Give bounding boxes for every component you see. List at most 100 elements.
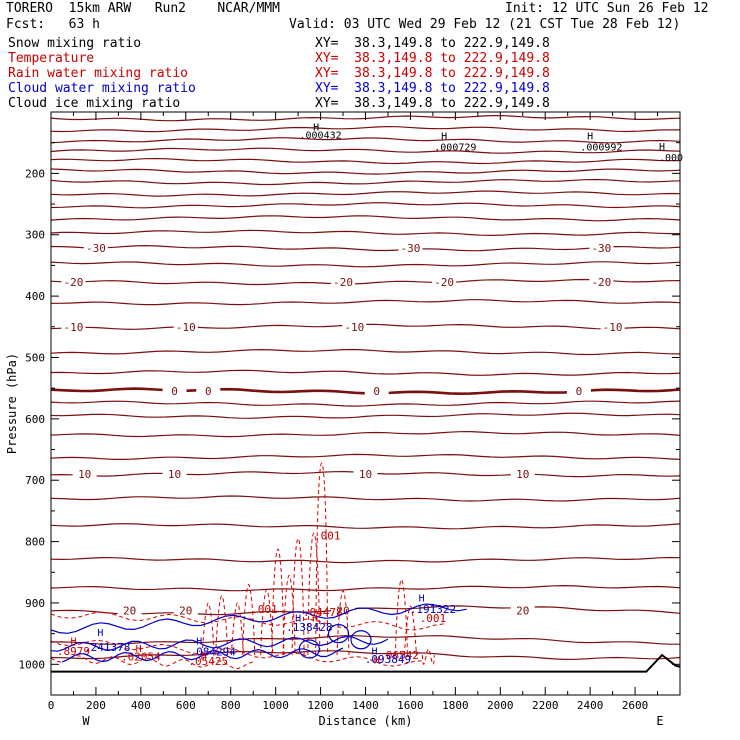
- rain-contour: [230, 602, 244, 656]
- y-tick-label: 900: [25, 597, 45, 610]
- temperature-line: [50, 412, 681, 419]
- temperature-label: -30: [86, 242, 106, 255]
- xy-rain: XY= 38.3,149.8 to 222.9,149.8: [315, 66, 550, 81]
- cloud-water-cell: [350, 630, 372, 650]
- temperature-label: -10: [176, 321, 196, 334]
- temperature-label: 20: [516, 604, 529, 617]
- rain-label: .001: [420, 612, 447, 625]
- y-tick-label: 200: [25, 167, 45, 180]
- temperature-label-bg: [72, 468, 97, 481]
- x-tick-label: 2600: [622, 699, 649, 712]
- temperature-line: [50, 635, 680, 645]
- x-tick-label: 0: [48, 699, 55, 712]
- temperature-line: [50, 137, 681, 144]
- temperature-line: [50, 215, 681, 222]
- x-tick-label: 2400: [577, 699, 604, 712]
- rain-contour: [50, 611, 445, 631]
- temperature-label: -20: [333, 276, 353, 289]
- rain-contour: [260, 588, 274, 656]
- h-marker: H: [313, 122, 319, 133]
- temperature-label: 10: [359, 468, 372, 481]
- temperature-label-bg: [364, 385, 389, 398]
- run-title: TORERO 15km ARW Run2 NCAR/MMM: [6, 1, 280, 16]
- rain-contour: [50, 639, 422, 667]
- y-tick-label: 300: [25, 229, 45, 242]
- temperature-label-bg: [162, 385, 187, 398]
- field-snow: Snow mixing ratio: [8, 36, 142, 51]
- x-tick-label: 1400: [352, 699, 379, 712]
- temperature-label: -10: [64, 321, 84, 334]
- field-temperature: Temperature: [8, 51, 95, 66]
- x-tick-label: 600: [176, 699, 196, 712]
- xy-temperature: XY= 38.3,149.8 to 222.9,149.8: [315, 51, 550, 66]
- temperature-line: [50, 453, 681, 460]
- x-tick-label: 2000: [487, 699, 514, 712]
- temperature-label-bg: [589, 242, 614, 255]
- cloud-ice-label: .000729: [434, 143, 476, 154]
- y-tick-label: 1000: [19, 658, 46, 671]
- temperature-line: [50, 202, 681, 209]
- y-tick-label: 400: [25, 290, 45, 303]
- temperature-label-bg: [196, 385, 221, 398]
- temperature-label: -20: [434, 276, 454, 289]
- rain-label: .06542: [379, 649, 419, 662]
- temperature-label-bg: [566, 385, 591, 398]
- x-tick-label: 800: [221, 699, 241, 712]
- field-cloud-ice: Cloud ice mixing ratio: [8, 96, 181, 111]
- temperature-label-bg: [510, 604, 535, 617]
- cloud-water-label: .241378: [84, 641, 130, 654]
- temperature-line: [50, 523, 681, 530]
- temperature-label-bg: [83, 242, 108, 255]
- x-tick-label: 1000: [262, 699, 289, 712]
- axis-ticks: 0 200 400 600 800 1000 1200 1400 1600 1800 2000 220…: [5, 112, 680, 728]
- temperature-line: [50, 244, 681, 252]
- y-tick-label: 600: [25, 413, 45, 426]
- x-end-right-label: E: [656, 714, 663, 728]
- temperature-line: [50, 125, 681, 133]
- temperature-line: [50, 168, 681, 175]
- h-marker: H: [419, 594, 425, 605]
- h-marker: H: [312, 613, 318, 624]
- temperature-label: -20: [591, 276, 611, 289]
- temperature-contours: -30 -30 -30 -20 -20 -20 -20 -10 -10 -10 -10 0 0 0 0 10 1…: [50, 115, 681, 661]
- temperature-line: [50, 400, 681, 407]
- rain-label: .001: [251, 603, 278, 616]
- x-tick-label: 2200: [532, 699, 559, 712]
- temperature-label-bg: [600, 320, 625, 333]
- temperature-line: [50, 157, 681, 165]
- temperature-label-bg: [162, 468, 187, 481]
- temperature-label-bg: [342, 320, 367, 333]
- temperature-label-bg: [61, 275, 86, 288]
- cloud-water-contour: [61, 647, 344, 663]
- temperature-label-bg: [510, 468, 535, 481]
- temperature-label-bg: [589, 275, 614, 288]
- temperature-line: [50, 229, 680, 237]
- temperature-label: -20: [64, 276, 84, 289]
- temperature-label: 10: [168, 468, 181, 481]
- y-tick-label: 700: [25, 474, 45, 487]
- h-marker: H: [70, 637, 76, 648]
- temperature-line: [50, 605, 681, 616]
- temperature-line: [51, 299, 681, 306]
- h-marker: H: [441, 132, 447, 143]
- temperature-label-bg: [173, 320, 198, 333]
- x-end-left-label: W: [82, 714, 90, 728]
- field-rain: Rain water mixing ratio: [8, 66, 189, 81]
- temperature-label: 10: [78, 468, 91, 481]
- rain-water-contours: .001.001.04478.001.8979.02054.05425.0654…: [50, 462, 447, 670]
- rain-contour: [291, 538, 305, 656]
- rain-contour: [242, 584, 256, 656]
- h-marker: H: [295, 613, 301, 624]
- h-marker: H: [659, 142, 665, 153]
- temperature-label-bg: [398, 242, 423, 255]
- cloud-water-contour: [50, 603, 467, 634]
- temperature-label-bg: [353, 468, 378, 481]
- temperature-label: -10: [603, 321, 623, 334]
- x-tick-label: 1800: [442, 699, 469, 712]
- temperature-line: [50, 369, 681, 376]
- rain-contour: [315, 462, 329, 656]
- temperature-label: -10: [344, 321, 364, 334]
- temperature-line: [50, 556, 681, 564]
- h-marker: H: [371, 646, 377, 657]
